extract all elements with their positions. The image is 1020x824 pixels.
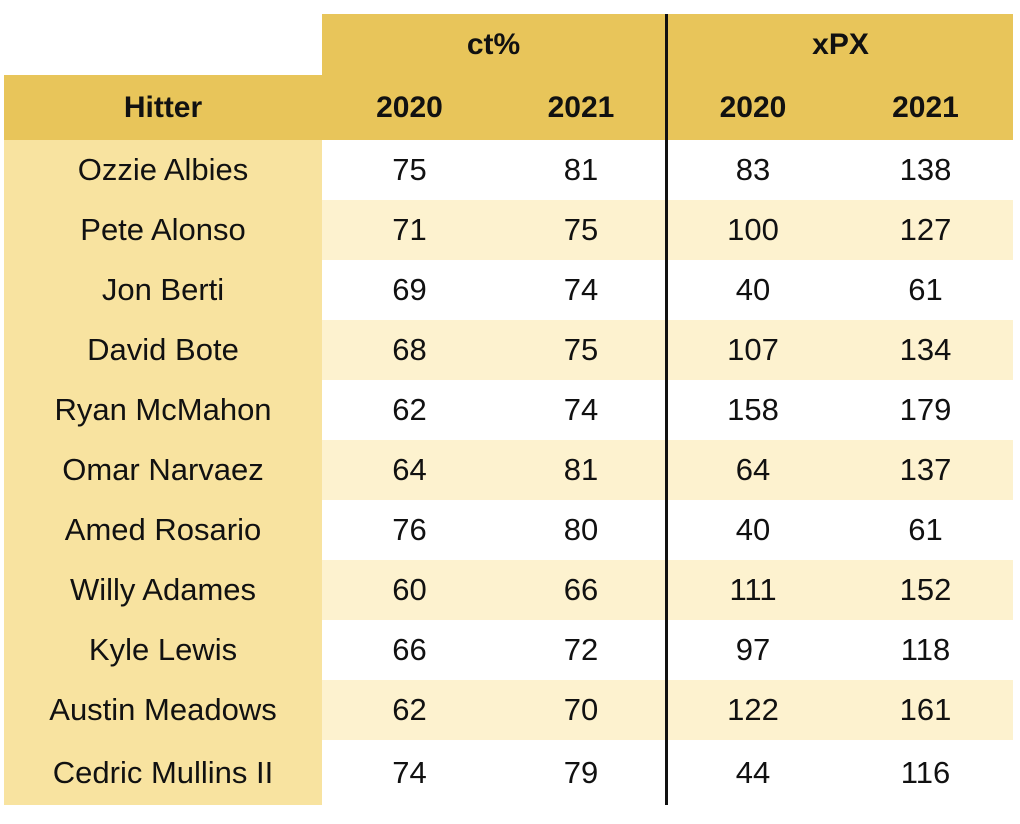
xpx-2020-value: 158 [727,392,779,427]
xpx-2021-value: 61 [908,272,943,307]
xpx-2021-value: 61 [908,512,943,547]
hitter-name: Jon Berti [4,260,322,320]
hitter-name: Kyle Lewis [4,620,322,680]
xpx-2020-value: 97 [735,632,771,667]
ct-2020-value: 62 [392,692,427,727]
xpx-2021-value: 134 [899,332,952,367]
xpx-2021-value: 118 [900,632,951,667]
ct-2021-value: 70 [563,692,599,727]
column-divider [665,14,668,805]
hitter-name: David Bote [4,320,322,380]
ct-2021-value: 79 [563,754,599,790]
ct-2021-value: 80 [563,512,599,547]
ct-2021-value: 72 [563,632,599,667]
ct-2020-value: 74 [392,754,427,790]
xpx-2021-value: 127 [899,212,952,247]
hitter-name: Austin Meadows [4,680,322,740]
hitter-name: Willy Adames [4,560,322,620]
ct-2020-value: 75 [392,152,427,187]
ct-2021-value: 66 [563,572,599,607]
column-header-xpx-2020: 2020 [668,75,838,140]
xpx-2020-value: 107 [727,332,779,367]
ct-2020-value: 60 [392,572,427,607]
ct-2021-value: 75 [563,212,599,247]
column-header-xpx-2021: 2021 [838,75,1013,140]
ct-2020-value: 68 [392,332,427,367]
xpx-2020-value: 40 [735,272,771,307]
column-header-ct-2020: 2020 [322,75,497,140]
hitter-name: Cedric Mullins II [4,740,322,805]
ct-2020-value: 64 [392,452,427,487]
ct-2020-value: 69 [392,272,427,307]
xpx-2020-value: 44 [735,754,771,790]
group-header-ct: ct% [322,14,665,75]
hitter-name: Pete Alonso [4,200,322,260]
xpx-2021-value: 152 [899,572,952,607]
xpx-2021-value: 138 [899,152,952,187]
group-header-xpx: xPX [668,14,1013,75]
xpx-2021-value: 137 [899,452,952,487]
xpx-2020-value: 64 [735,452,771,487]
ct-2020-value: 76 [392,512,427,547]
hitter-name: Amed Rosario [4,500,322,560]
column-header-ct-2021: 2021 [497,75,665,140]
ct-2021-value: 74 [563,392,599,427]
ct-2020-value: 66 [392,632,427,667]
ct-2020-value: 71 [392,212,427,247]
ct-2021-value: 74 [563,272,599,307]
xpx-2020-value: 111 [729,572,777,607]
ct-2021-value: 81 [563,152,599,187]
xpx-2020-value: 100 [727,212,779,247]
ct-2021-value: 75 [563,332,599,367]
xpx-2021-value: 179 [899,392,952,427]
xpx-2020-value: 40 [735,512,771,547]
hitter-name: Omar Narvaez [4,440,322,500]
hitter-name: Ryan McMahon [4,380,322,440]
xpx-2020-value: 83 [735,152,771,187]
xpx-2021-value: 116 [900,754,951,790]
xpx-2021-value: 161 [899,692,952,727]
hitter-name: Ozzie Albies [4,140,322,200]
xpx-2020-value: 122 [727,692,779,727]
ct-2020-value: 62 [392,392,427,427]
column-header-hitter: Hitter [4,75,322,140]
ct-2021-value: 81 [563,452,599,487]
